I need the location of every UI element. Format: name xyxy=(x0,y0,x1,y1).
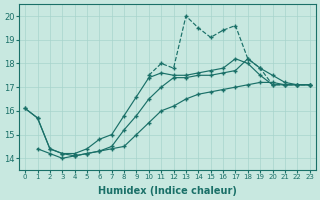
X-axis label: Humidex (Indice chaleur): Humidex (Indice chaleur) xyxy=(98,186,237,196)
